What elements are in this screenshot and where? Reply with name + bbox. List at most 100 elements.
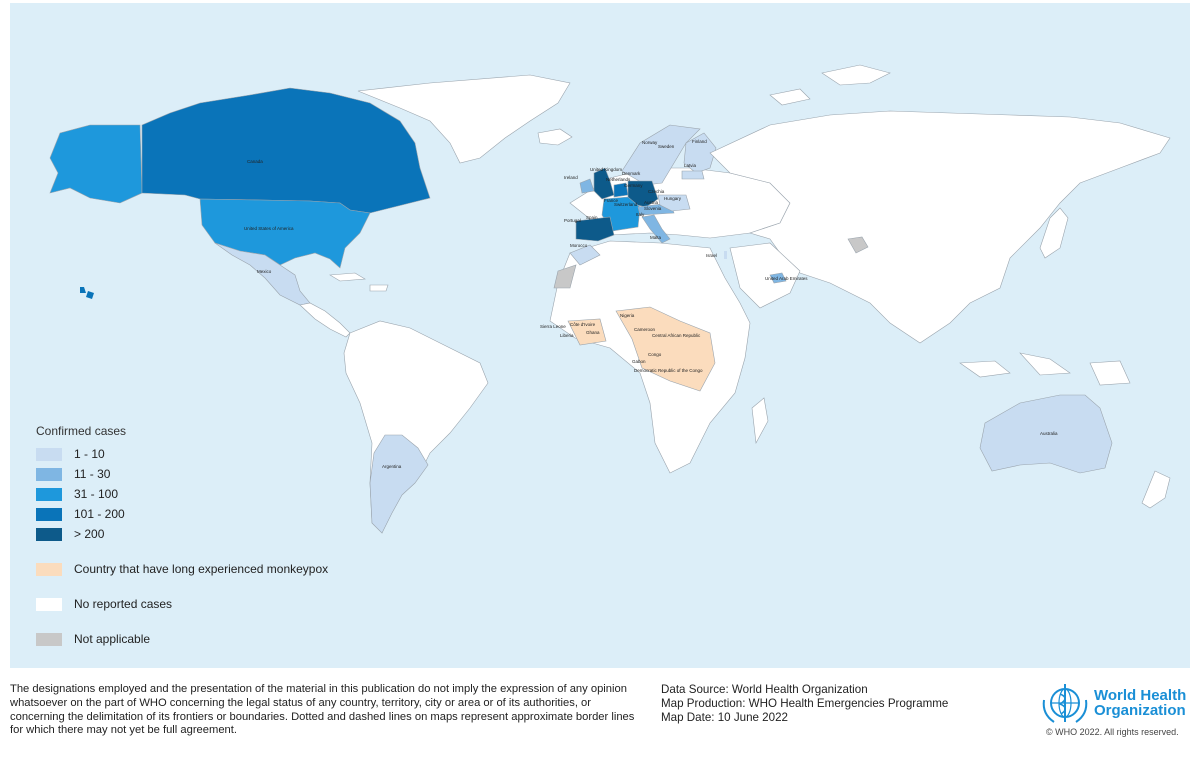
label-hungary: Hungary	[664, 196, 682, 201]
legend-label: 101 - 200	[74, 507, 125, 521]
label-norway: Norway	[642, 140, 658, 145]
label-cote-divoire: Côte d'Ivoire	[570, 322, 596, 327]
legend-swatch	[36, 507, 62, 521]
who-name: World Health Organization	[1094, 688, 1186, 718]
label-netherlands: Netherlands	[606, 177, 631, 182]
legend-label-endemic: Country that have long experienced monke…	[74, 562, 329, 576]
label-slovenia: Slovenia	[644, 206, 662, 211]
legend-swatch-not-applicable	[36, 632, 62, 646]
italy	[641, 214, 671, 244]
label-car: Central African Republic	[652, 333, 701, 338]
label-ghana: Ghana	[586, 330, 600, 335]
legend-row-no-cases: No reported cases	[36, 594, 396, 614]
legend-swatch-no-cases	[36, 597, 62, 611]
ireland	[579, 178, 595, 194]
map-production: Map Production: WHO Health Emergencies P…	[661, 697, 949, 710]
map-svg: Canada United States of America Mexico A…	[10, 3, 1190, 668]
legend-swatch	[36, 527, 62, 541]
map-labels: Canada United States of America Mexico A…	[244, 139, 1058, 469]
argentina	[369, 434, 429, 534]
kashmir	[847, 236, 869, 254]
who-name-line1: World Health	[1094, 687, 1187, 704]
who-emblem-icon	[1042, 684, 1088, 723]
map-legend: Confirmed cases 1 - 10 11 - 30 31 - 100 …	[36, 424, 396, 649]
footer: The designations employed and the presen…	[0, 670, 1199, 758]
greenland	[357, 74, 571, 164]
legend-swatch-endemic	[36, 562, 62, 576]
latvia	[681, 170, 705, 180]
legend-label-no-cases: No reported cases	[74, 597, 173, 611]
label-argentina: Argentina	[382, 464, 402, 469]
indonesia	[959, 352, 1131, 386]
label-liberia: Liberia	[560, 333, 574, 338]
madagascar	[751, 397, 769, 444]
western-sahara	[553, 264, 577, 289]
morocco	[569, 244, 601, 266]
arctic-islands	[769, 64, 891, 106]
label-malta: Malta	[650, 235, 662, 240]
who-logo: World Health Organization	[1040, 680, 1186, 726]
new-zealand	[1141, 470, 1171, 509]
iberia	[575, 216, 615, 242]
legend-label: 11 - 30	[74, 467, 111, 481]
label-spain: Spain	[586, 215, 598, 220]
label-austria: Austria	[644, 200, 659, 205]
central-africa-endemic	[615, 306, 716, 392]
label-ireland: Ireland	[564, 175, 578, 180]
label-uk: United Kingdom	[590, 167, 622, 172]
label-sweden: Sweden	[658, 144, 675, 149]
czechia-hungary	[657, 194, 691, 212]
map-date: Map Date: 10 June 2022	[661, 711, 788, 724]
japan	[1039, 207, 1069, 259]
asia-land	[709, 110, 1171, 344]
legend-row-not-applicable: Not applicable	[36, 629, 396, 649]
label-germany: Germany	[624, 183, 643, 188]
legend-label-not-applicable: Not applicable	[74, 632, 151, 646]
label-denmark: Denmark	[622, 171, 641, 176]
hawaii	[80, 287, 94, 299]
label-switzerland: Switzerland	[614, 202, 638, 207]
label-sierra-leone: Sierra Leone	[540, 324, 566, 329]
arabia	[729, 242, 801, 309]
data-source: Data Source: World Health Organization	[661, 683, 868, 696]
legend-row-range: 11 - 30	[36, 464, 396, 484]
label-italy: Italy	[636, 212, 645, 217]
label-mexico: Mexico	[257, 269, 272, 274]
legend-swatch	[36, 487, 62, 501]
alaska	[49, 124, 143, 204]
label-nigeria: Nigeria	[620, 313, 635, 318]
finland	[683, 132, 717, 174]
legend-title: Confirmed cases	[36, 424, 127, 438]
caribbean	[329, 272, 389, 292]
israel	[724, 251, 727, 259]
label-morocco: Morocco	[570, 243, 588, 248]
label-gabon: Gabon	[632, 359, 646, 364]
label-portugal: Portugal	[564, 218, 581, 223]
label-uae: United Arab Emirates	[765, 276, 808, 281]
australia	[979, 394, 1113, 474]
label-cameroon: Cameroon	[634, 327, 656, 332]
label-drc: Democratic Republic of the Congo	[634, 368, 703, 373]
legend-swatch	[36, 447, 62, 461]
world-map: Canada United States of America Mexico A…	[10, 3, 1190, 668]
legend-label: 31 - 100	[74, 487, 119, 501]
label-australia: Australia	[1040, 431, 1058, 436]
copyright-text: © WHO 2022. All rights reserved.	[1046, 727, 1179, 737]
legend-row-range: > 200	[36, 524, 396, 544]
legend-row-range: 1 - 10	[36, 444, 396, 464]
iceland	[537, 128, 573, 146]
label-usa: United States of America	[244, 226, 294, 231]
label-congo: Congo	[648, 352, 662, 357]
who-name-line2: Organization	[1094, 702, 1186, 719]
label-israel: Israel	[706, 253, 717, 258]
uae	[769, 272, 787, 284]
label-finland: Finland	[692, 139, 707, 144]
label-france: France	[604, 198, 619, 203]
label-czechia: Czechia	[648, 189, 665, 194]
legend-label: > 200	[74, 527, 105, 541]
disclaimer-text: The designations employed and the presen…	[10, 683, 635, 737]
label-canada: Canada	[247, 159, 263, 164]
legend-row-endemic: Country that have long experienced monke…	[36, 559, 396, 579]
legend-row-range: 31 - 100	[36, 484, 396, 504]
legend-row-range: 101 - 200	[36, 504, 396, 524]
